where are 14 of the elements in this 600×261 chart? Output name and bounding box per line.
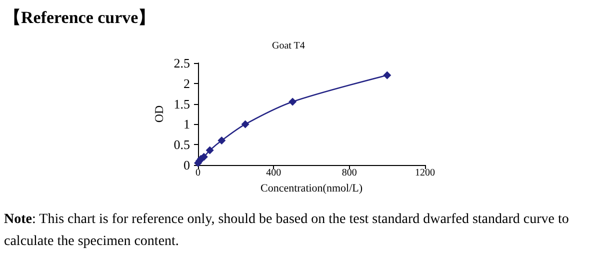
chart-title: 【Reference curve】	[4, 7, 156, 29]
y-axis-title: OD	[152, 105, 166, 123]
y-tick-label: 2.5	[174, 56, 190, 70]
y-tick-label: 1	[184, 116, 190, 132]
x-tick-label: 400	[266, 168, 282, 178]
y-tick-label: 2	[184, 76, 190, 91]
x-tick-label: 800	[342, 168, 357, 178]
x-tick-label: 0	[196, 168, 200, 178]
x-tick-label: 1200	[415, 168, 435, 178]
y-tick-label: 0.5	[174, 137, 190, 152]
x-axis-title: Concentration(nmol/L)	[260, 182, 363, 194]
y-tick-label: 1.5	[174, 96, 190, 112]
chart-subtitle: Goat T4	[272, 40, 305, 52]
text: Note: This chart is for reference only, should be based on the test standard dwarfed standard curve to calculate the specimen content.	[4, 211, 570, 251]
